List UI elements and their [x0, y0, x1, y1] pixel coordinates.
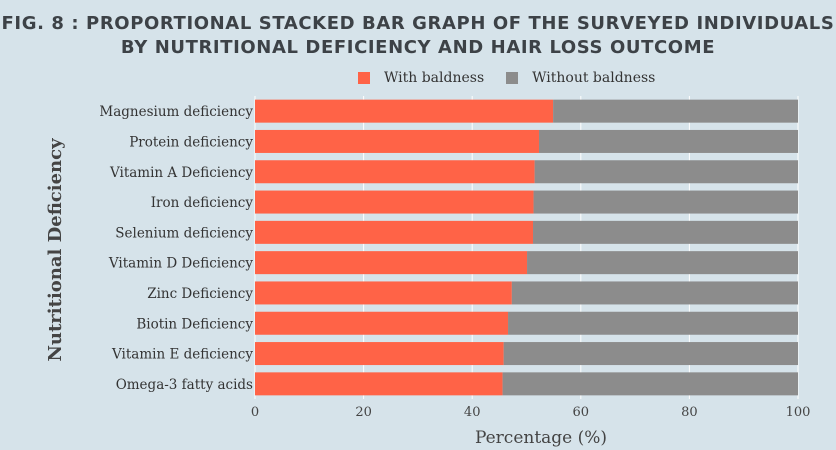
- bar-with-baldness: [255, 311, 509, 335]
- bar-with-baldness: [255, 220, 534, 244]
- x-axis-label: Percentage (%): [475, 428, 607, 448]
- category-label: Vitamin E deficiency: [111, 347, 253, 363]
- legend: With baldness Without baldness: [358, 69, 677, 87]
- x-tick-label: 80: [681, 405, 698, 420]
- bar-with-baldness: [255, 372, 503, 396]
- legend-label-without-baldness: Without baldness: [532, 70, 656, 86]
- x-tick-label: 100: [786, 405, 811, 420]
- x-tick-label: 0: [251, 405, 259, 420]
- category-label: Zinc Deficiency: [147, 286, 253, 302]
- bar-without-baldness: [533, 220, 798, 244]
- x-tick-labels: 0 20 40 60 80 100: [251, 405, 811, 420]
- y-axis-label: Nutritional Deficiency: [45, 138, 66, 362]
- legend-item-with-baldness: With baldness: [358, 70, 484, 86]
- category-label: Vitamin D Deficiency: [108, 256, 253, 272]
- bar-without-baldness: [503, 342, 798, 366]
- legend-label-with-baldness: With baldness: [384, 70, 485, 86]
- category-label: Protein deficiency: [129, 134, 253, 150]
- bar-with-baldness: [255, 99, 554, 123]
- bar-without-baldness: [553, 99, 798, 123]
- category-label: Vitamin A Deficiency: [109, 165, 253, 181]
- bar-with-baldness: [255, 160, 535, 184]
- bar-without-baldness: [511, 281, 798, 305]
- x-tick-label: 20: [355, 405, 372, 420]
- category-label: Omega-3 fatty acids: [116, 377, 253, 393]
- bar-without-baldness: [502, 372, 798, 396]
- category-label: Magnesium deficiency: [99, 104, 253, 120]
- bar-with-baldness: [255, 190, 534, 214]
- bar-with-baldness: [255, 129, 539, 153]
- legend-item-without-baldness: Without baldness: [506, 70, 655, 86]
- category-labels: Magnesium deficiency Protein deficiency Vi…: [99, 104, 253, 393]
- chart-title-line-2: BY NUTRITIONAL DEFICIENCY AND HAIR LOSS …: [120, 37, 716, 58]
- x-tick-label: 60: [573, 405, 590, 420]
- bar-with-baldness: [255, 281, 512, 305]
- bar-with-baldness: [255, 251, 528, 275]
- bars: [255, 99, 798, 396]
- category-label: Selenium deficiency: [115, 225, 253, 241]
- chart-title-line-1: FIG. 8 : PROPORTIONAL STACKED BAR GRAPH …: [1, 13, 835, 34]
- bar-without-baldness: [527, 251, 798, 275]
- category-label: Biotin Deficiency: [136, 316, 253, 332]
- legend-swatch-without-baldness: [506, 72, 519, 84]
- chart-title: FIG. 8 : PROPORTIONAL STACKED BAR GRAPH …: [0, 12, 836, 60]
- bar-without-baldness: [533, 190, 798, 214]
- legend-swatch-with-baldness: [358, 72, 370, 84]
- x-tick-label: 40: [464, 405, 481, 420]
- category-label: Iron deficiency: [151, 195, 254, 211]
- bar-without-baldness: [538, 129, 798, 153]
- bar-with-baldness: [255, 342, 504, 366]
- bar-without-baldness: [508, 311, 798, 335]
- bar-without-baldness: [534, 160, 798, 184]
